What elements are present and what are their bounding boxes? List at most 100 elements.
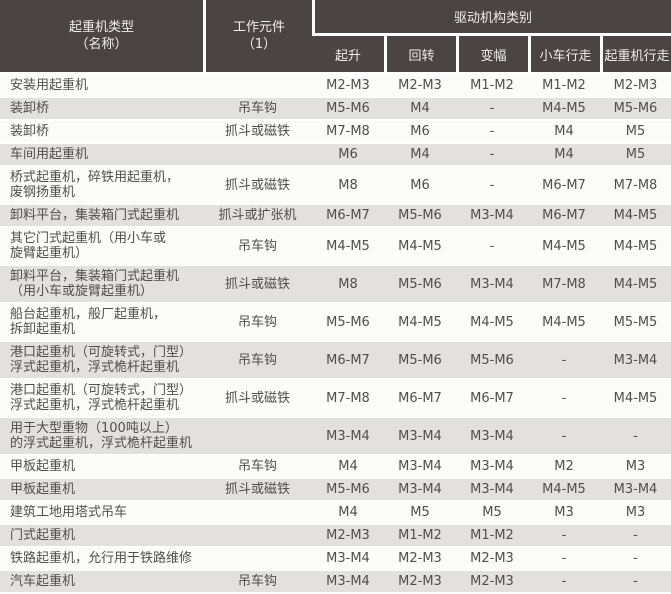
table-row: 安装用起重机 M2-M3 M2-M3 M1-M2 M1-M2 M2-M3 [0,75,671,98]
value-cell: M5-M6 [384,342,456,380]
crane-type-cell: 铁路起重机，允行用于铁路维修 [0,548,203,571]
value-cell: M3 [528,502,600,525]
work-element-cell: 抓斗或磁铁 [203,479,312,502]
header-work-element-line2: （1） [241,37,277,52]
header-drive-column-3: 小车行走 [528,36,600,75]
value-cell: M2 [528,456,600,479]
crane-type-cell: 甲板起重机 [0,479,203,502]
work-element-cell: 抓斗或磁铁 [203,266,312,304]
crane-type-cell: 安装用起重机 [0,75,203,98]
value-cell: M3-M4 [600,342,671,380]
value-cell: M5 [600,144,671,167]
value-cell: M6-M7 [456,380,528,418]
value-cell: M5 [600,121,671,144]
header-drive-group: 驱动机构类别 [312,0,671,36]
drive-columns-row: 起升 回转 变幅 小车行走 起重机行走 [0,36,671,75]
value-cell: M7-M8 [312,121,384,144]
table-row: 车间用起重机 M6 M4- M4 M5 [0,144,671,167]
crane-type-cell: 卸料平台，集装箱门式起重机 （用小车或旋臂起重机） [0,266,203,304]
value-cell: M7-M8 [528,266,600,304]
crane-type-cell: 门式起重机 [0,525,203,548]
work-element-cell: 吊车钩 [203,456,312,479]
work-element-cell [203,548,312,571]
value-cell: M6-M7 [312,205,384,228]
value-cell: M4-M5 [600,266,671,304]
value-cell: M3-M4 [312,571,384,594]
value-cell: M3-M4 [384,456,456,479]
value-cell: M1-M2 [528,75,600,98]
value-cell: M5 [456,502,528,525]
crane-type-cell: 港口起重机（可旋转式，门型） 浮式起重机，浮式桅杆起重机 [0,380,203,418]
table-row: 卸料平台，集装箱门式起重机 （用小车或旋臂起重机） 抓斗或磁铁 M8 M5-M6 M3-… [0,266,671,304]
value-cell: M3 [600,456,671,479]
value-cell: M3-M4 [456,266,528,304]
value-cell: - [528,548,600,571]
table-header: 起重机类型 （名称） 工作元件 （1） 驱动机构类别 起升 回转 变幅 小车行走 起重机… [0,0,671,75]
value-cell: M2-M3 [312,75,384,98]
header-work-element-line1: 工作元件 [232,20,285,35]
value-cell: M4-M5 [528,98,600,121]
crane-type-cell: 建筑工地用塔式吊车 [0,502,203,525]
value-cell: M2-M3 [384,571,456,594]
value-cell: - [456,228,528,266]
header-drive-column-4: 起重机行走 [600,36,671,75]
value-cell: M3 [600,502,671,525]
value-cell: M7-M8 [600,167,671,205]
work-element-cell: 吊车钩 [203,304,312,342]
value-cell: M6 [312,144,384,167]
value-cell: M1-M2 [456,75,528,98]
value-cell: M4-M5 [456,304,528,342]
crane-type-cell: 卸料平台，集装箱门式起重机 [0,205,203,228]
table-row: 装卸桥 抓斗或磁铁 M7-M8 M6- M4 M5 [0,121,671,144]
value-cell: M4 [384,98,456,121]
value-cell: M5-M6 [384,205,456,228]
value-cell: M4 [528,121,600,144]
table-row: 港口起重机（可旋转式，门型） 浮式起重机，浮式桅杆起重机 抓斗或磁铁 M7-M8 M6… [0,380,671,418]
table-row: 桥式起重机，碎铁用起重机， 废钢扬重机 抓斗或磁铁 M8 M6- M6-M7 M7-M8 [0,167,671,205]
work-element-cell: 吊车钩 [203,571,312,594]
header-drive-column-0: 起升 [312,36,384,75]
value-cell: M1-M2 [384,525,456,548]
table-row: 装卸桥 吊车钩 M5-M6 M4- M4-M5 M5-M6 [0,98,671,121]
value-cell: M5-M6 [456,342,528,380]
crane-type-cell: 桥式起重机，碎铁用起重机， 废钢扬重机 [0,167,203,205]
work-element-cell: 抓斗或磁铁 [203,167,312,205]
value-cell: M4-M5 [528,228,600,266]
value-cell: M4-M5 [528,304,600,342]
value-cell: M7-M8 [312,380,384,418]
crane-type-cell: 港口起重机（可旋转式，门型） 浮式起重机，浮式桅杆起重机 [0,342,203,380]
value-cell: M3-M4 [456,479,528,502]
work-element-cell [203,75,312,98]
value-cell: M4 [312,502,384,525]
table-row: 甲板起重机 抓斗或磁铁 M5-M6 M3-M4 M3-M4 M4-M5 M3-M4 [0,479,671,502]
header-drive-column-1: 回转 [384,36,456,75]
value-cell: - [600,571,671,594]
value-cell: - [528,571,600,594]
table-row: 门式起重机 M2-M3 M1-M2 M1-M2- - [0,525,671,548]
value-cell: M3-M4 [312,548,384,571]
crane-type-cell: 装卸桥 [0,98,203,121]
value-cell: - [456,98,528,121]
value-cell: - [528,380,600,418]
value-cell: M2-M3 [456,571,528,594]
value-cell: M4-M5 [528,479,600,502]
crane-type-cell: 汽车起重机 [0,571,203,594]
crane-type-cell: 用于大型重物（100吨以上） 的浮式起重机，浮式桅杆起重机 [0,418,203,456]
value-cell: M3-M4 [384,418,456,456]
value-cell: M5-M6 [384,266,456,304]
value-cell: M5-M6 [312,98,384,121]
work-element-cell [203,502,312,525]
header-row-group: 起重机类型 （名称） 工作元件 （1） 驱动机构类别 [0,0,671,75]
value-cell: - [456,121,528,144]
table-row: 用于大型重物（100吨以上） 的浮式起重机，浮式桅杆起重机 M3-M4 M3-M4 M… [0,418,671,456]
value-cell: M6-M7 [312,342,384,380]
value-cell: M3-M4 [312,418,384,456]
table-row: 建筑工地用塔式吊车 M4 M5 M5 M3 M3 [0,502,671,525]
table-row: 其它门式起重机（用小车或 旋臂起重机） 吊车钩 M4-M5 M4-M5- M4-M5 M4… [0,228,671,266]
value-cell: M4-M5 [600,228,671,266]
value-cell: M2-M3 [456,548,528,571]
work-element-cell: 吊车钩 [203,98,312,121]
value-cell: M4 [384,144,456,167]
crane-type-cell: 其它门式起重机（用小车或 旋臂起重机） [0,228,203,266]
